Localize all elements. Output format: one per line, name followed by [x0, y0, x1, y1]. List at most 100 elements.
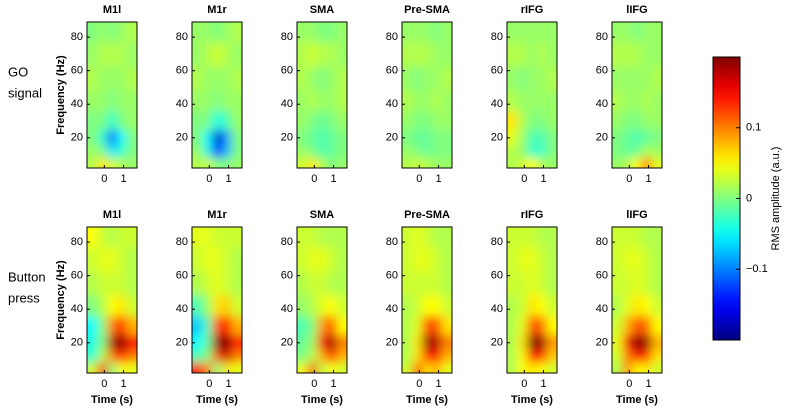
heatmap-cell	[536, 294, 547, 317]
heatmap-cell	[517, 246, 528, 272]
heatmap-cell	[431, 334, 442, 351]
heatmap-cell	[107, 362, 118, 373]
heatmap-cell	[107, 271, 118, 296]
heatmap-cell	[527, 89, 538, 112]
heatmap-cell	[326, 129, 337, 146]
x-tick-label: 1	[540, 173, 546, 185]
heatmap-panel	[297, 22, 347, 168]
heatmap-cell	[307, 227, 318, 247]
heatmap-cell	[641, 246, 652, 272]
heatmap-cell	[546, 110, 557, 130]
heatmap-cell	[527, 271, 538, 296]
y-tick-label: 20	[596, 337, 608, 349]
x-tick-label: 1	[645, 378, 651, 390]
heatmap-cell	[412, 129, 423, 146]
heatmap-cell	[651, 362, 662, 373]
heatmap-cell	[212, 89, 223, 112]
heatmap-cell	[107, 144, 118, 158]
heatmap-cell	[202, 41, 213, 67]
heatmap-cell	[527, 110, 538, 130]
heatmap-cell	[326, 315, 337, 335]
panel-title: Pre-SMA	[404, 209, 450, 221]
heatmap-cell	[212, 144, 223, 158]
heatmap-cell	[317, 110, 328, 130]
heatmap-cell	[441, 66, 452, 91]
y-tick-label: 60	[386, 65, 398, 77]
heatmap-cell	[412, 41, 423, 67]
heatmap-cell	[402, 22, 414, 42]
heatmap-cell	[536, 227, 547, 247]
heatmap-cell	[212, 110, 223, 130]
heatmap-cell	[441, 362, 452, 373]
heatmap-cell	[116, 246, 127, 272]
heatmap-cell	[231, 315, 242, 335]
y-tick-label: 40	[386, 303, 398, 315]
heatmap-cell	[412, 22, 423, 42]
heatmap-cell	[192, 22, 204, 42]
heatmap-cell	[307, 110, 318, 130]
heatmap-cell	[212, 271, 223, 296]
heatmap-cell	[517, 22, 528, 42]
heatmap-cell	[651, 157, 662, 168]
heatmap-cell	[221, 227, 232, 247]
heatmap-cell	[641, 271, 652, 296]
heatmap-cell	[97, 227, 108, 247]
heatmap-cell	[651, 41, 662, 67]
heatmap-cell	[422, 22, 433, 42]
heatmap-cells	[192, 22, 242, 168]
heatmap-cell	[116, 22, 127, 42]
x-tick-label: 0	[311, 378, 317, 390]
heatmap-cell	[116, 271, 127, 296]
y-tick-label: 40	[71, 98, 83, 110]
heatmap-cell	[612, 89, 624, 112]
heatmap-cell	[507, 334, 519, 351]
y-tick-label: 80	[386, 236, 398, 248]
heatmap-panel	[402, 227, 452, 373]
heatmap-panel	[402, 22, 452, 168]
heatmap-cell	[212, 362, 223, 373]
y-tick-label: 60	[596, 270, 608, 282]
heatmap-cell	[87, 144, 99, 158]
heatmap-cell	[441, 157, 452, 168]
heatmap-cell	[431, 110, 442, 130]
heatmap-cell	[527, 144, 538, 158]
heatmap-cell	[441, 294, 452, 317]
heatmap-cells	[297, 227, 347, 373]
x-tick-label: 0	[416, 173, 422, 185]
heatmap-cell	[231, 271, 242, 296]
heatmap-cell	[326, 294, 337, 317]
y-tick-label: 20	[491, 337, 503, 349]
heatmap-cell	[116, 144, 127, 158]
heatmap-cell	[192, 315, 204, 335]
heatmap-cell	[651, 315, 662, 335]
heatmap-cell	[536, 110, 547, 130]
heatmap-cell	[107, 246, 118, 272]
colorbar-label: RMS amplitude (a.u.)	[770, 147, 782, 251]
heatmap-cell	[221, 110, 232, 130]
heatmap-cell	[126, 89, 137, 112]
colorbar-tick-label: 0	[746, 192, 752, 204]
x-tick-label: 0	[521, 173, 527, 185]
heatmap-cell	[431, 89, 442, 112]
heatmap-cell	[87, 89, 99, 112]
heatmap-panel	[297, 227, 347, 373]
y-tick-label: 40	[596, 303, 608, 315]
y-tick-label: 80	[596, 31, 608, 43]
heatmap-cell	[622, 144, 633, 158]
heatmap-cell	[231, 89, 242, 112]
heatmap-cell	[202, 110, 213, 130]
heatmap-cell	[221, 294, 232, 317]
heatmap-cell	[431, 144, 442, 158]
heatmap-cell	[202, 349, 213, 363]
heatmap-cells	[612, 22, 662, 168]
heatmap-cell	[546, 362, 557, 373]
y-tick-label: 20	[176, 337, 188, 349]
heatmap-cell	[612, 294, 624, 317]
heatmap-cell	[431, 349, 442, 363]
heatmap-cell	[116, 334, 127, 351]
y-tick-label: 40	[71, 303, 83, 315]
heatmap-cell	[632, 157, 643, 168]
y-tick-label: 40	[596, 98, 608, 110]
panel-frame	[401, 21, 453, 169]
heatmap-cell	[221, 315, 232, 335]
